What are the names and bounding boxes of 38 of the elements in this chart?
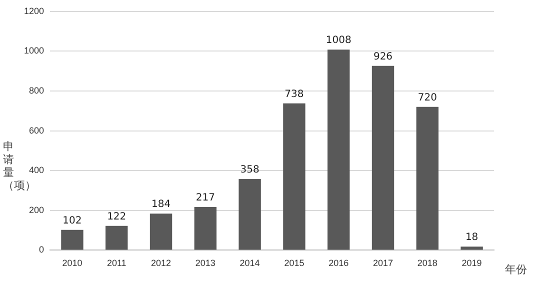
data-label: 122 (107, 212, 126, 223)
x-tick-label: 2010 (62, 258, 82, 268)
x-tick-label: 2012 (151, 258, 172, 268)
data-label: 18 (465, 232, 478, 244)
y-tick-label: 1000 (24, 46, 44, 56)
bar (238, 178, 261, 250)
x-tick-label: 2013 (195, 258, 216, 268)
y-tick-label: 400 (28, 165, 44, 176)
bar (372, 66, 394, 250)
y-tick-label: 200 (28, 204, 44, 215)
bar (61, 230, 84, 250)
bar (328, 50, 350, 250)
x-tick-label: 2017 (372, 258, 394, 268)
bar (106, 226, 128, 250)
data-label: 102 (62, 215, 82, 226)
x-tick-label: 2015 (284, 258, 304, 268)
data-label: 184 (151, 199, 171, 210)
y-tick-label: 0 (39, 244, 44, 255)
data-label: 738 (284, 88, 304, 100)
bar (150, 214, 172, 250)
x-axis-title: 年份 (505, 262, 527, 277)
data-label: 217 (196, 192, 215, 204)
data-label: 926 (373, 52, 393, 63)
x-tick-label: 2019 (462, 258, 482, 268)
data-label: 720 (418, 92, 437, 104)
y-tick-label: 600 (28, 125, 44, 136)
bar (416, 106, 439, 250)
x-tick-label: 2014 (240, 258, 260, 268)
bar (460, 246, 483, 250)
y-tick-label: 1200 (24, 6, 44, 16)
x-tick-label: 2011 (106, 258, 126, 268)
y-tick-label: 800 (28, 85, 44, 96)
bar (194, 207, 217, 250)
data-label: 358 (240, 164, 260, 176)
x-tick-label: 2016 (328, 258, 349, 268)
data-label: 1008 (326, 35, 352, 46)
x-tick-label: 2018 (417, 258, 438, 268)
bar (283, 103, 306, 250)
